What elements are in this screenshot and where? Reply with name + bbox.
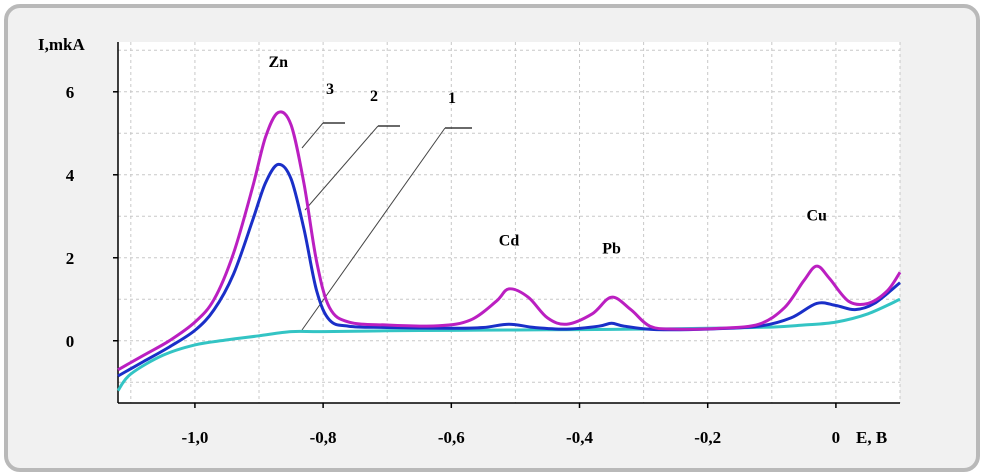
series-line-1 bbox=[116, 297, 901, 392]
curve-3-leader-line bbox=[301, 122, 324, 149]
peak-label-cd: Cd bbox=[499, 232, 520, 249]
series-line-2 bbox=[117, 162, 901, 378]
peak-annotations: Zn Cd Pb Cu bbox=[268, 54, 827, 258]
tick-labels: -1,0 -0,8 -0,6 -0,4 -0,2 0 0 2 4 6 bbox=[66, 83, 840, 447]
x-tick-label: -0,4 bbox=[566, 428, 593, 447]
series-line-3 bbox=[117, 110, 902, 372]
voltammogram-chart: 1 2 3 -1,0 -0,8 -0,6 -0,4 -0,2 0 0 2 4 6 Zn Cd Pb Cu I… bbox=[38, 35, 902, 447]
x-axis-label: E, B bbox=[856, 428, 887, 447]
peak-label-pb: Pb bbox=[602, 241, 621, 258]
curve-1-label: 1 bbox=[448, 90, 456, 107]
y-tick-label: 4 bbox=[66, 166, 75, 185]
x-tick-label: -1,0 bbox=[181, 428, 208, 447]
curve-2-leader-line bbox=[304, 125, 379, 211]
x-tick-label: -0,8 bbox=[310, 428, 337, 447]
curve-label-leaders: 1 2 3 bbox=[301, 81, 472, 331]
y-tick-label: 6 bbox=[66, 83, 75, 102]
y-axis-label: I,mkA bbox=[38, 35, 85, 54]
axes bbox=[113, 42, 900, 408]
curve-3-label: 3 bbox=[326, 81, 334, 98]
curve-2-label: 2 bbox=[370, 88, 378, 105]
grid-lines bbox=[118, 42, 901, 403]
series-lines bbox=[116, 110, 902, 392]
y-tick-label: 0 bbox=[66, 332, 75, 351]
plot-background bbox=[118, 42, 900, 403]
peak-label-zn: Zn bbox=[268, 54, 288, 71]
peak-label-cu: Cu bbox=[806, 207, 827, 224]
x-tick-label: 0 bbox=[832, 428, 841, 447]
y-tick-label: 2 bbox=[66, 249, 75, 268]
x-tick-label: -0,6 bbox=[438, 428, 465, 447]
x-tick-label: -0,2 bbox=[694, 428, 721, 447]
